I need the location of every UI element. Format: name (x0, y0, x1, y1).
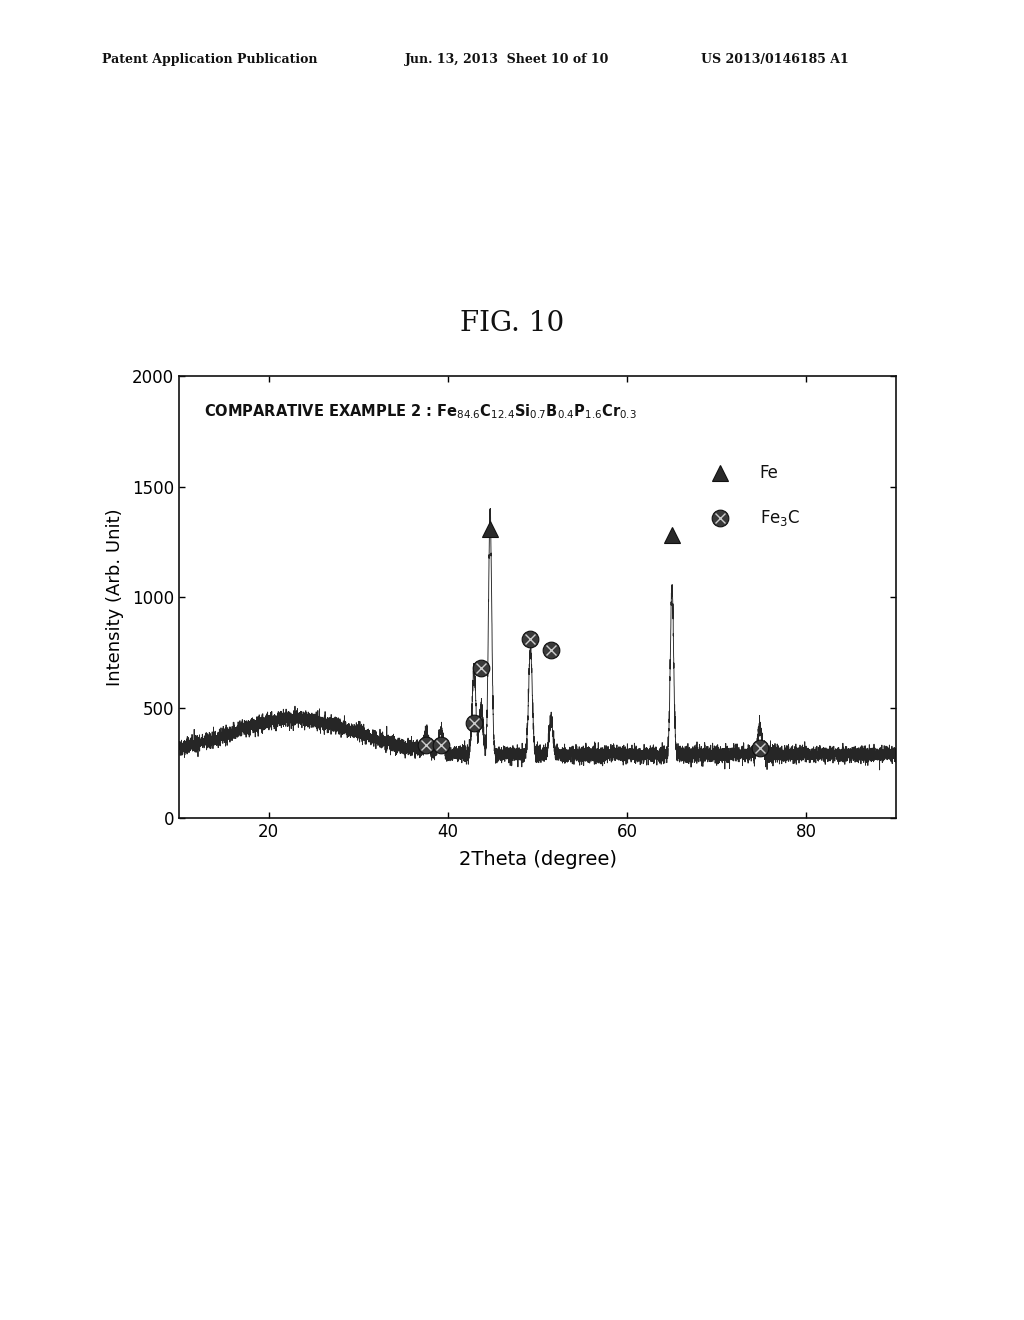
X-axis label: 2Theta (degree): 2Theta (degree) (459, 850, 616, 869)
Text: Patent Application Publication: Patent Application Publication (102, 53, 317, 66)
Text: Fe$_3$C: Fe$_3$C (760, 508, 801, 528)
Text: US 2013/0146185 A1: US 2013/0146185 A1 (701, 53, 849, 66)
Text: Jun. 13, 2013  Sheet 10 of 10: Jun. 13, 2013 Sheet 10 of 10 (404, 53, 609, 66)
Text: COMPARATIVE EXAMPLE 2 : Fe$_{84.6}$C$_{12.4}$Si$_{0.7}$B$_{0.4}$P$_{1.6}$Cr$_{0.: COMPARATIVE EXAMPLE 2 : Fe$_{84.6}$C$_{1… (204, 403, 637, 421)
Text: Fe: Fe (760, 465, 778, 483)
Y-axis label: Intensity (Arb. Unit): Intensity (Arb. Unit) (105, 508, 124, 686)
Text: FIG. 10: FIG. 10 (460, 310, 564, 337)
